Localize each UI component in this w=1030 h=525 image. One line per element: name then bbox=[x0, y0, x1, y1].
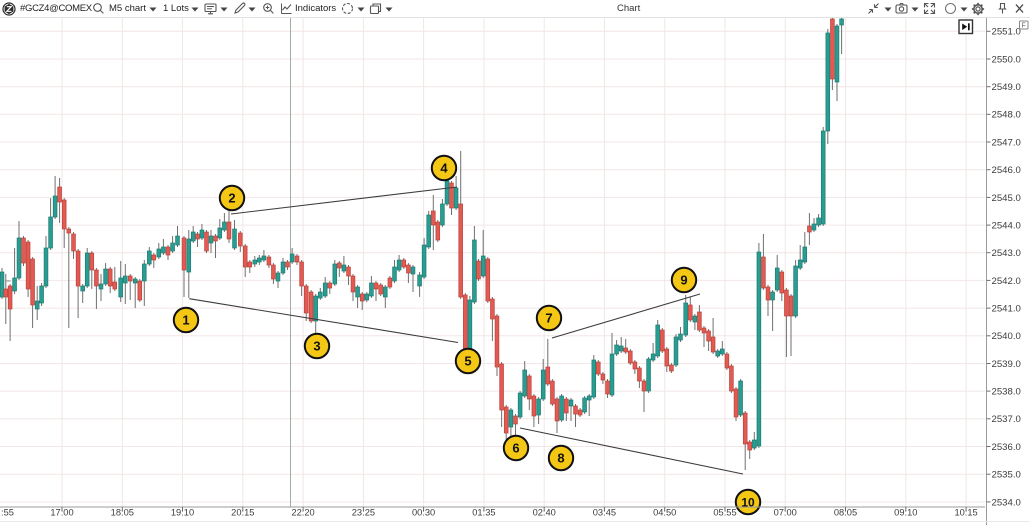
svg-text:3: 3 bbox=[313, 339, 320, 354]
svg-text:23:25: 23:25 bbox=[352, 508, 375, 518]
svg-text:2548.0: 2548.0 bbox=[992, 110, 1021, 121]
svg-text:8: 8 bbox=[557, 451, 564, 466]
svg-text:9: 9 bbox=[680, 273, 687, 288]
svg-text:07:00: 07:00 bbox=[774, 508, 797, 518]
svg-text:2551.0: 2551.0 bbox=[992, 27, 1021, 38]
svg-text:2535.0: 2535.0 bbox=[992, 470, 1021, 481]
svg-text:10: 10 bbox=[741, 496, 755, 510]
svg-text:02:40: 02:40 bbox=[533, 508, 556, 518]
svg-text:17:00: 17:00 bbox=[50, 508, 73, 518]
svg-text:10:15: 10:15 bbox=[954, 508, 977, 518]
svg-text:2547.0: 2547.0 bbox=[992, 137, 1021, 148]
svg-text:22:20: 22:20 bbox=[291, 508, 314, 518]
svg-text:20:15: 20:15 bbox=[231, 508, 254, 518]
svg-text:2541.0: 2541.0 bbox=[992, 304, 1021, 315]
svg-text:2543.0: 2543.0 bbox=[992, 248, 1021, 259]
svg-text:18:05: 18:05 bbox=[111, 508, 134, 518]
svg-text:19:10: 19:10 bbox=[171, 508, 194, 518]
svg-text:2538.0: 2538.0 bbox=[992, 387, 1021, 398]
svg-text:2534.0: 2534.0 bbox=[992, 497, 1021, 508]
svg-text:2546.0: 2546.0 bbox=[992, 165, 1021, 176]
svg-text:2536.0: 2536.0 bbox=[992, 442, 1021, 453]
svg-text::55: :55 bbox=[1, 508, 14, 518]
svg-text:2545.0: 2545.0 bbox=[992, 193, 1021, 204]
svg-text:6: 6 bbox=[512, 441, 519, 456]
svg-text:2540.0: 2540.0 bbox=[992, 331, 1021, 342]
svg-text:2542.0: 2542.0 bbox=[992, 276, 1021, 287]
svg-text:05:55: 05:55 bbox=[713, 508, 736, 518]
svg-text:F: F bbox=[1022, 23, 1026, 30]
svg-text:2544.0: 2544.0 bbox=[992, 221, 1021, 232]
svg-text:1: 1 bbox=[182, 313, 189, 328]
svg-text:08:05: 08:05 bbox=[834, 508, 857, 518]
svg-text:2: 2 bbox=[228, 191, 235, 206]
svg-text:2550.0: 2550.0 bbox=[992, 54, 1021, 65]
svg-text:7: 7 bbox=[545, 311, 552, 326]
svg-text:00:30: 00:30 bbox=[412, 508, 435, 518]
svg-text:4: 4 bbox=[440, 161, 448, 176]
svg-text:2549.0: 2549.0 bbox=[992, 82, 1021, 93]
svg-text:5: 5 bbox=[464, 354, 471, 369]
svg-text:01:35: 01:35 bbox=[472, 508, 495, 518]
svg-text:09:10: 09:10 bbox=[894, 508, 917, 518]
svg-text:2537.0: 2537.0 bbox=[992, 414, 1021, 425]
svg-text:2539.0: 2539.0 bbox=[992, 359, 1021, 370]
svg-text:03:45: 03:45 bbox=[593, 508, 616, 518]
svg-text:04:50: 04:50 bbox=[653, 508, 676, 518]
